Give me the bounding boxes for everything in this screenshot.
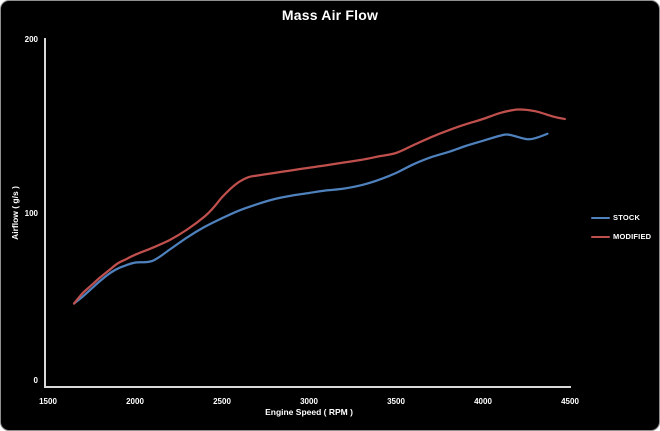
- y-tick-label: 200: [25, 35, 39, 44]
- legend-item-stock: STOCK: [591, 212, 651, 223]
- legend-label: STOCK: [613, 213, 641, 222]
- legend-line-swatch: [591, 235, 610, 238]
- y-axis-title: Airflow ( g/s ): [10, 186, 20, 240]
- x-tick-label: 3500: [387, 397, 405, 406]
- x-tick-label: 3000: [300, 397, 318, 406]
- x-tick-label: 1500: [39, 397, 57, 406]
- legend-line-swatch: [591, 216, 610, 219]
- series-line-modified: [72, 108, 566, 305]
- y-tick-label: 100: [25, 209, 39, 218]
- chart-title: Mass Air Flow: [281, 7, 379, 23]
- series-line-stock: [72, 132, 549, 305]
- legend-item-modified: MODIFIED: [591, 231, 651, 242]
- chart-legend: STOCK MODIFIED: [591, 212, 651, 242]
- y-tick-label: 0: [34, 376, 39, 385]
- axes: [44, 38, 571, 388]
- legend-label: MODIFIED: [613, 232, 652, 241]
- series-lines: [72, 108, 566, 305]
- x-axis-title: Engine Speed ( RPM ): [265, 407, 353, 417]
- x-axis-tick-labels: 1500 2000 2500 3000 3500 4000 4500: [39, 397, 579, 406]
- x-tick-label: 4500: [561, 397, 579, 406]
- x-tick-label: 2000: [126, 397, 144, 406]
- x-tick-label: 2500: [213, 397, 231, 406]
- y-axis-tick-labels: 0 100 200: [25, 35, 39, 385]
- x-tick-label: 4000: [474, 397, 492, 406]
